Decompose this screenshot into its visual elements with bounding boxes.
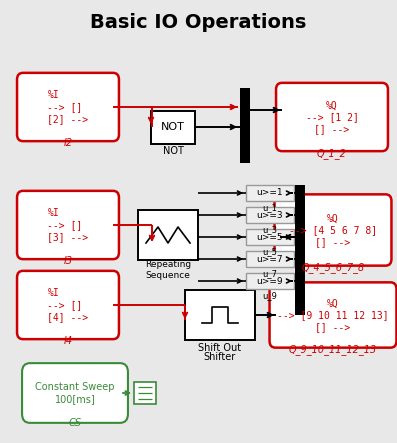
FancyBboxPatch shape bbox=[17, 191, 119, 259]
Text: NOT: NOT bbox=[162, 147, 183, 156]
Text: %I
--> []
[4] -->: %I --> [] [4] --> bbox=[47, 288, 89, 322]
Text: Basic IO Operations: Basic IO Operations bbox=[90, 12, 307, 31]
FancyBboxPatch shape bbox=[275, 194, 391, 266]
Bar bbox=[246, 251, 294, 267]
FancyBboxPatch shape bbox=[17, 271, 119, 339]
Bar bbox=[134, 382, 156, 404]
Text: u>=5: u>=5 bbox=[257, 233, 283, 241]
Bar bbox=[240, 88, 250, 163]
Text: Repeating
Sequence: Repeating Sequence bbox=[145, 260, 191, 280]
Text: Q_1_2: Q_1_2 bbox=[317, 148, 347, 159]
Text: u>=7: u>=7 bbox=[257, 254, 283, 264]
FancyBboxPatch shape bbox=[17, 73, 119, 141]
Text: I4: I4 bbox=[64, 337, 73, 346]
FancyBboxPatch shape bbox=[276, 83, 388, 151]
Text: %Q
--> [1 2]
[] -->: %Q --> [1 2] [] --> bbox=[306, 101, 358, 134]
Text: NOT: NOT bbox=[161, 122, 185, 132]
Text: u_3: u_3 bbox=[262, 225, 278, 234]
Text: %I
--> []
[2] -->: %I --> [] [2] --> bbox=[47, 90, 89, 124]
Text: CS: CS bbox=[68, 418, 81, 428]
Bar bbox=[246, 229, 294, 245]
Text: %Q
--> [9 10 11 12 13]
[] -->: %Q --> [9 10 11 12 13] [] --> bbox=[277, 299, 389, 332]
Text: I3: I3 bbox=[64, 256, 73, 267]
FancyBboxPatch shape bbox=[270, 282, 397, 348]
Text: Q_4_5_6_7_8: Q_4_5_6_7_8 bbox=[301, 263, 364, 273]
Bar bbox=[295, 185, 305, 315]
Text: u>=1: u>=1 bbox=[257, 189, 283, 198]
Text: u>=9: u>=9 bbox=[257, 276, 283, 285]
Text: Constant Sweep
100[ms]: Constant Sweep 100[ms] bbox=[35, 382, 115, 404]
Text: Q_9_10_11_12_13: Q_9_10_11_12_13 bbox=[289, 345, 377, 355]
Bar bbox=[246, 185, 294, 201]
Text: I2: I2 bbox=[64, 139, 73, 148]
Text: Shifter: Shifter bbox=[204, 352, 236, 362]
Text: %Q
--> [4 5 6 7 8]
[] -->: %Q --> [4 5 6 7 8] [] --> bbox=[289, 214, 377, 247]
Text: u_1: u_1 bbox=[262, 203, 278, 213]
Text: u_7: u_7 bbox=[262, 269, 278, 279]
Bar bbox=[138, 210, 198, 260]
Text: u>=3: u>=3 bbox=[257, 210, 283, 219]
Bar bbox=[185, 290, 255, 340]
Text: u_5: u_5 bbox=[262, 248, 278, 256]
FancyBboxPatch shape bbox=[22, 363, 128, 423]
Text: %I
--> []
[3] -->: %I --> [] [3] --> bbox=[47, 208, 89, 241]
Bar bbox=[151, 110, 195, 144]
Bar bbox=[246, 273, 294, 289]
Bar bbox=[246, 207, 294, 223]
Text: u_9: u_9 bbox=[262, 291, 278, 300]
Text: Shift Out: Shift Out bbox=[198, 343, 241, 353]
